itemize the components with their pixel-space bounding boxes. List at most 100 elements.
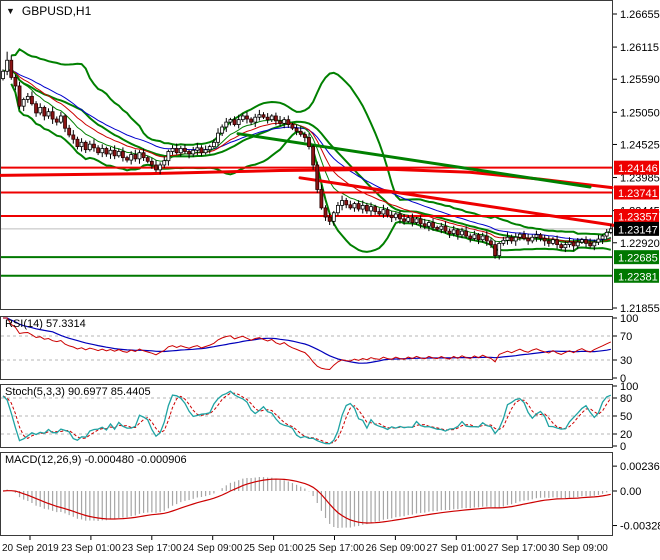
bear-candle-body bbox=[250, 119, 253, 122]
bear-candle-body bbox=[233, 120, 236, 125]
bull-candle-body bbox=[117, 152, 120, 156]
symbol-selector[interactable]: ▼ GBPUSD,H1 bbox=[6, 4, 91, 18]
bear-candle-body bbox=[539, 235, 542, 239]
resistance-price-badge: 1.23357 bbox=[614, 209, 659, 224]
bear-candle-body bbox=[262, 115, 265, 117]
bear-candle-body bbox=[18, 86, 21, 106]
bear-candle-body bbox=[489, 241, 492, 245]
bull-candle-body bbox=[6, 60, 9, 71]
price-tick-label: 1.25590 bbox=[620, 74, 660, 86]
bear-candle-body bbox=[378, 212, 381, 214]
bear-candle-body bbox=[469, 236, 472, 238]
bear-candle-body bbox=[423, 224, 426, 226]
bull-candle-body bbox=[254, 117, 257, 122]
bear-candle-body bbox=[419, 219, 422, 224]
svg-text:1.22381: 1.22381 bbox=[618, 271, 658, 283]
bear-candle-body bbox=[266, 117, 269, 119]
bull-candle-body bbox=[597, 239, 600, 242]
bull-candle-body bbox=[130, 155, 133, 161]
bear-candle-body bbox=[320, 189, 323, 207]
bear-candle-body bbox=[316, 165, 319, 190]
bull-candle-body bbox=[568, 242, 571, 244]
svg-text:1.22685: 1.22685 bbox=[618, 253, 658, 265]
indicator-tick-label: 100 bbox=[620, 381, 638, 393]
price-axis[interactable]: 1.266551.261151.255901.250501.245251.239… bbox=[613, 9, 660, 315]
bull-candle-body bbox=[270, 116, 273, 120]
bull-candle-body bbox=[179, 148, 182, 152]
rsi-main-line bbox=[3, 318, 611, 370]
bear-candle-body bbox=[97, 148, 100, 153]
bull-candle-body bbox=[283, 120, 286, 124]
chart-canvas[interactable]: 1.266551.261151.255901.250501.245251.239… bbox=[0, 0, 660, 560]
bull-candle-body bbox=[225, 122, 228, 127]
time-axis-label: 27 Sep 17:00 bbox=[487, 543, 547, 554]
bear-candle-body bbox=[572, 242, 575, 246]
descending-trendline-green[interactable] bbox=[238, 134, 590, 187]
bear-candle-body bbox=[142, 153, 145, 158]
bull-candle-body bbox=[407, 218, 410, 222]
support-price-badge: 1.22685 bbox=[614, 250, 659, 265]
bear-candle-body bbox=[556, 240, 559, 245]
bear-candle-body bbox=[448, 231, 451, 233]
bear-candle-body bbox=[287, 120, 290, 125]
bear-candle-body bbox=[307, 137, 310, 146]
stoch-main-line bbox=[3, 391, 611, 444]
alligator-jaw-line bbox=[3, 70, 611, 240]
chart-window: 1.266551.261151.255901.250501.245251.239… bbox=[0, 0, 660, 560]
bull-candle-body bbox=[452, 230, 455, 234]
bull-candle-body bbox=[109, 150, 112, 154]
bear-candle-body bbox=[523, 234, 526, 238]
indicator-tick-label: 80 bbox=[620, 393, 632, 405]
bull-candle-body bbox=[241, 116, 244, 120]
bear-candle-body bbox=[585, 240, 588, 244]
bear-candle-body bbox=[386, 210, 389, 216]
svg-text:1.23741: 1.23741 bbox=[618, 188, 658, 200]
time-axis-label: 26 Sep 09:00 bbox=[366, 543, 426, 554]
bear-candle-body bbox=[68, 128, 71, 135]
macd-indicator-label: MACD(12,26,9) -0.000480 -0.000906 bbox=[5, 454, 187, 466]
indicator-tick-label: 20 bbox=[620, 429, 632, 441]
bear-candle-body bbox=[560, 245, 563, 248]
time-axis-label: 30 Sep 09:00 bbox=[548, 543, 608, 554]
bear-candle-body bbox=[543, 238, 546, 240]
bear-candle-body bbox=[510, 237, 513, 241]
support-price-badge: 1.22381 bbox=[614, 269, 659, 284]
indicator-tick-label: 30 bbox=[620, 355, 632, 367]
bull-candle-body bbox=[336, 205, 339, 212]
time-axis-label: 25 Sep 17:00 bbox=[305, 543, 365, 554]
resistance-price-badge: 1.23741 bbox=[614, 185, 659, 200]
indicator-tick-label: 100 bbox=[620, 313, 638, 325]
bull-candle-body bbox=[80, 142, 83, 146]
bear-candle-body bbox=[303, 134, 306, 137]
bull-candle-body bbox=[382, 210, 385, 214]
bear-candle-body bbox=[35, 104, 38, 113]
stoch-signal-line bbox=[3, 393, 611, 443]
bull-candle-body bbox=[88, 144, 91, 150]
bull-candle-body bbox=[440, 226, 443, 229]
bull-candle-body bbox=[59, 116, 62, 122]
macd-panel[interactable]: 0.0023660.00-0.003285 bbox=[3, 461, 660, 532]
time-axis[interactable]: 20 Sep 201923 Sep 01:0023 Sep 17:0024 Se… bbox=[0, 539, 660, 560]
rsi-panel[interactable]: 10070300 bbox=[1, 313, 638, 385]
bear-candle-body bbox=[436, 227, 439, 229]
bull-candle-body bbox=[601, 236, 604, 239]
bull-candle-body bbox=[361, 205, 364, 209]
bull-candle-body bbox=[341, 201, 344, 206]
time-axis-label: 23 Sep 17:00 bbox=[122, 543, 182, 554]
bear-candle-body bbox=[126, 158, 129, 160]
rsi-signal-line bbox=[3, 318, 611, 363]
indicator-tick-label: 0 bbox=[620, 441, 626, 453]
bear-candle-body bbox=[10, 60, 13, 77]
bear-candle-body bbox=[72, 135, 75, 139]
bull-candle-body bbox=[221, 127, 224, 133]
bull-candle-body bbox=[192, 150, 195, 154]
bear-candle-body bbox=[183, 148, 186, 151]
bear-candle-body bbox=[485, 236, 488, 241]
bull-candle-body bbox=[531, 237, 534, 241]
time-axis-label: 20 Sep 2019 bbox=[2, 543, 59, 554]
chevron-down-icon[interactable]: ▼ bbox=[6, 7, 15, 16]
price-tick-label: 1.26655 bbox=[620, 9, 660, 21]
bull-candle-body bbox=[159, 165, 162, 170]
support-resistance-levels[interactable] bbox=[1, 168, 612, 276]
bull-candle-body bbox=[237, 120, 240, 125]
